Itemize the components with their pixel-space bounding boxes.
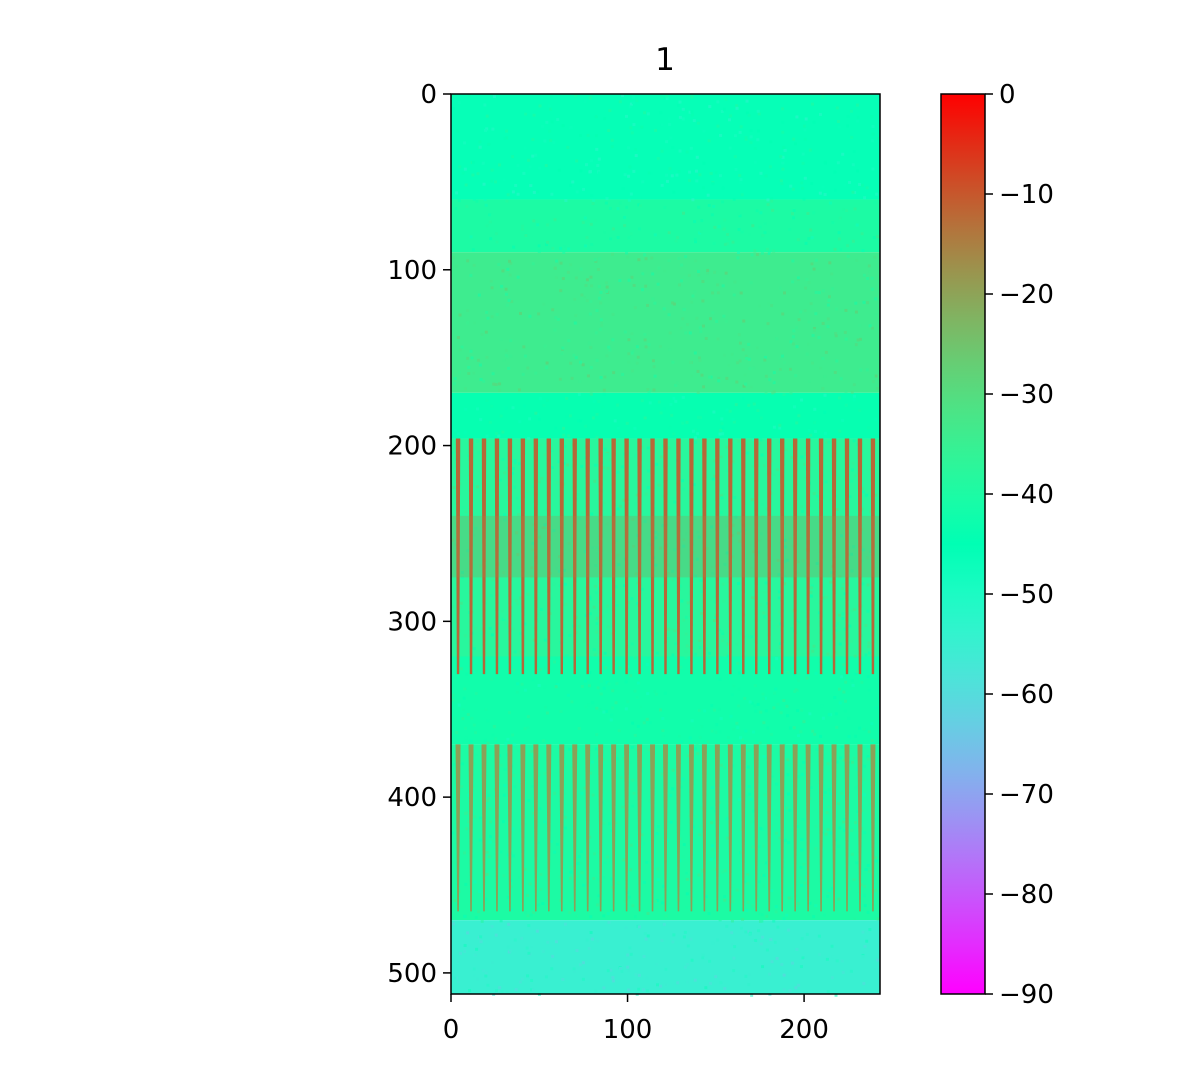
colorbar-tick-label: −40 xyxy=(999,480,1054,510)
colorbar-tick-label: −60 xyxy=(999,680,1054,710)
y-tick-label: 200 xyxy=(387,432,437,462)
x-tick-label: 200 xyxy=(779,1015,829,1045)
colorbar-tick-label: −80 xyxy=(999,880,1054,910)
y-tick-label: 500 xyxy=(387,959,437,989)
colorbar-tick-label: −10 xyxy=(999,180,1054,210)
colorbar-tick-label: −70 xyxy=(999,780,1054,810)
colorbar-tick-label: −20 xyxy=(999,280,1054,310)
y-tick-label: 100 xyxy=(387,256,437,286)
y-axis: 0 100 200 300 400 500 xyxy=(387,80,451,989)
heatmap-band-7 xyxy=(451,920,880,994)
heatmap-glow xyxy=(451,515,880,578)
heatmap-striations xyxy=(455,438,876,912)
x-tick-label: 100 xyxy=(603,1015,653,1045)
y-tick-label: 300 xyxy=(387,607,437,637)
heatmap xyxy=(451,94,880,997)
colorbar-axis: 0 −10 −20 −30 −40 −50 −60 −70 −80 −90 xyxy=(985,80,1054,1010)
x-tick-label: 0 xyxy=(443,1015,460,1045)
colorbar-tick-label: −50 xyxy=(999,580,1054,610)
heatmap-noise xyxy=(451,94,880,997)
colorbar xyxy=(940,93,986,995)
heatmap-frame xyxy=(450,93,881,995)
x-axis: 0 100 200 xyxy=(443,994,829,1045)
colorbar-tick-label: 0 xyxy=(999,80,1016,110)
heatmap-band-0 xyxy=(451,94,880,200)
chart-title: 1 xyxy=(655,42,675,78)
colorbar-tick-label: −90 xyxy=(999,980,1054,1010)
colorbar-tick-label: −30 xyxy=(999,380,1054,410)
y-tick-label: 400 xyxy=(387,783,437,813)
y-tick-label: 0 xyxy=(420,80,437,110)
heatmap-band-2 xyxy=(451,252,880,393)
